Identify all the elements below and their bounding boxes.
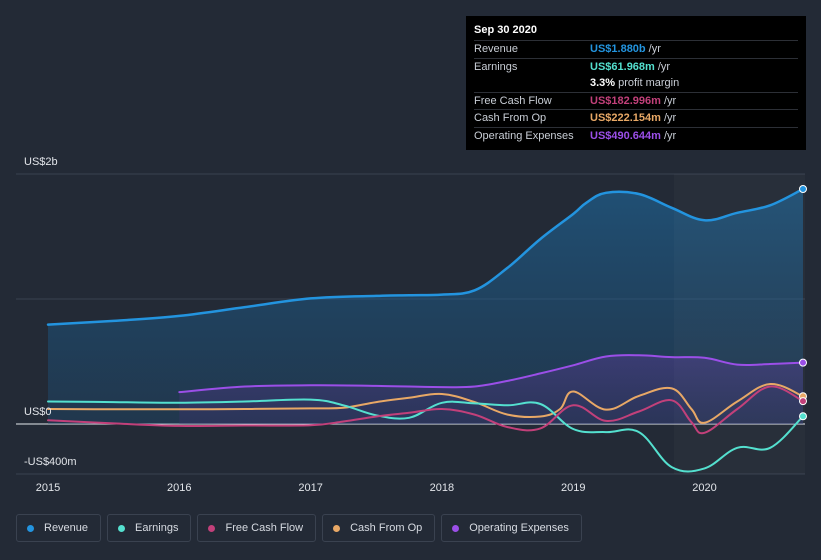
tooltip-row-unit: profit margin bbox=[618, 77, 680, 90]
legend-dot-icon bbox=[208, 524, 216, 532]
tooltip-row-label: Earnings bbox=[474, 60, 518, 73]
x-tick-label: 2015 bbox=[36, 482, 60, 494]
tooltip-row-value: US$182.996m bbox=[590, 94, 661, 107]
tooltip-row-label: Operating Expenses bbox=[474, 129, 574, 142]
data-tooltip: Sep 30 2020 Revenue US$1.880b/yr Earnings U… bbox=[466, 16, 806, 150]
tooltip-row: 3.3% profit margin bbox=[474, 75, 798, 92]
x-tick-label: 2018 bbox=[430, 482, 454, 494]
revenue-line bbox=[46, 187, 805, 326]
y-tick-label: US$0 bbox=[24, 406, 52, 418]
tooltip-row-label: Cash From Op bbox=[474, 112, 547, 125]
operating-expenses-line bbox=[178, 354, 804, 394]
tooltip-row-value: US$222.154m bbox=[590, 112, 661, 125]
tooltip-row: Cash From Op US$222.154m/yr bbox=[474, 109, 798, 127]
legend-label: Revenue bbox=[44, 522, 89, 534]
legend-label: Operating Expenses bbox=[469, 522, 569, 534]
legend-dot-icon bbox=[27, 524, 34, 532]
tooltip-date: Sep 30 2020 bbox=[474, 24, 537, 36]
x-tick-label: 2019 bbox=[561, 482, 585, 494]
free-cash-flow-line bbox=[47, 385, 804, 435]
x-tick-label: 2017 bbox=[298, 482, 322, 494]
operating-expenses-end-point bbox=[799, 358, 807, 367]
tooltip-row: Free Cash Flow US$182.996m/yr bbox=[474, 91, 798, 110]
tooltip-row-value: US$490.644m bbox=[590, 129, 661, 142]
chart-legend: Revenue Earnings Free Cash Flow Cash From O… bbox=[16, 514, 582, 542]
legend-item-operating-expenses[interactable]: Operating Expenses bbox=[441, 514, 582, 542]
x-tick-label: 2016 bbox=[167, 482, 191, 494]
earnings-line bbox=[47, 398, 804, 473]
tooltip-row: Revenue US$1.880b/yr bbox=[474, 40, 798, 58]
legend-label: Cash From Op bbox=[350, 522, 423, 534]
chart-area-fills bbox=[48, 189, 804, 424]
x-tick-label: 2020 bbox=[692, 482, 716, 494]
earnings-end-point bbox=[799, 412, 807, 421]
tooltip-row-unit: /yr bbox=[648, 43, 661, 56]
tooltip-row-unit: /yr bbox=[663, 112, 677, 125]
y-tick-label: US$2b bbox=[24, 156, 58, 168]
legend-dot-icon bbox=[452, 524, 460, 532]
tooltip-row-label: Revenue bbox=[474, 43, 519, 56]
tooltip-row-value: 3.3% bbox=[590, 77, 616, 90]
tooltip-row-unit: /yr bbox=[663, 94, 677, 107]
legend-item-cash-from-op[interactable]: Cash From Op bbox=[322, 514, 436, 542]
tooltip-row-label: Free Cash Flow bbox=[474, 94, 552, 107]
y-tick-label: -US$400m bbox=[24, 456, 77, 468]
y-axis: US$2b US$0 -US$400m bbox=[24, 156, 77, 468]
chart-end-markers bbox=[799, 185, 807, 421]
tooltip-row-value: US$61.968m bbox=[590, 60, 655, 73]
tooltip-row: Operating Expenses US$490.644m/yr bbox=[474, 126, 798, 145]
free-cash-flow-end-point bbox=[799, 397, 807, 406]
legend-item-earnings[interactable]: Earnings bbox=[107, 514, 192, 542]
legend-dot-icon bbox=[333, 524, 341, 532]
operating-expenses-area bbox=[179, 355, 804, 424]
revenue-end-point bbox=[799, 185, 807, 193]
tooltip-rows: Revenue US$1.880b/yr Earnings US$61.968m/yr… bbox=[474, 40, 798, 144]
legend-item-free-cash-flow[interactable]: Free Cash Flow bbox=[197, 514, 317, 542]
tooltip-row-unit: /yr bbox=[663, 129, 677, 142]
tooltip-row: Earnings US$61.968m/yr bbox=[474, 57, 798, 76]
legend-label: Earnings bbox=[135, 522, 179, 534]
cash-from-op-line bbox=[47, 382, 804, 424]
tooltip-row-value: US$1.880b bbox=[590, 43, 646, 56]
forecast-highlight bbox=[674, 174, 805, 474]
chart-series-lines bbox=[46, 187, 805, 473]
legend-label: Free Cash Flow bbox=[225, 522, 304, 534]
legend-item-revenue[interactable]: Revenue bbox=[16, 514, 102, 542]
tooltip-row-unit: /yr bbox=[657, 60, 671, 73]
x-axis: 2015 2016 2017 2018 2019 2020 bbox=[36, 482, 717, 494]
legend-dot-icon bbox=[118, 524, 126, 532]
